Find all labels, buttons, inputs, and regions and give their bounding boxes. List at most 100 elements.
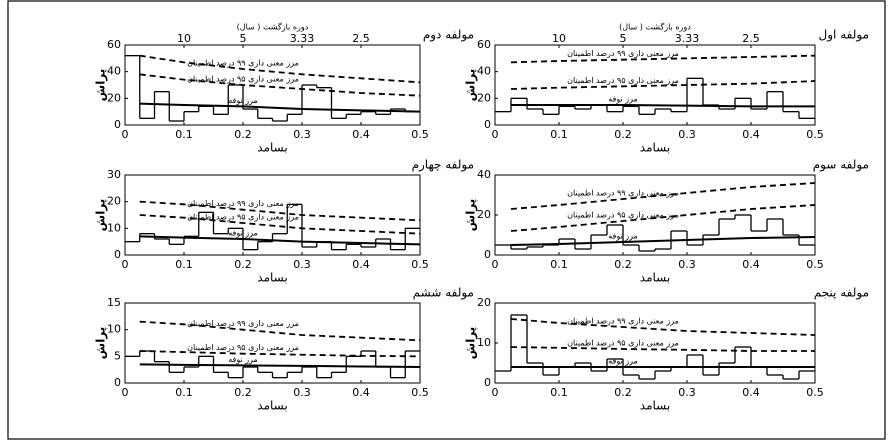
y-tick-label: 0: [114, 248, 121, 261]
line-label: مرز معنی داری ۹۹ درصد اطمینان: [187, 199, 299, 208]
x-tick-label: 0.2: [614, 386, 632, 399]
line-label: مرز نوفه: [608, 232, 638, 241]
significance-line: [510, 182, 816, 210]
x-axis-label: بسامد: [640, 399, 670, 413]
x-tick-label: 0.2: [614, 258, 632, 271]
significance-line: [510, 54, 816, 64]
x-tick-label: 0: [122, 258, 129, 271]
x-tick-label: 0.3: [678, 128, 696, 141]
plot-frame: [124, 44, 421, 126]
line-label: مرز معنی داری ۹۹ درصد اطمینان: [187, 59, 299, 68]
plot-frame: [124, 302, 421, 384]
x-axis-label: بسامد: [640, 141, 670, 155]
x-axis-label: بسامد: [257, 141, 287, 155]
noise-line: [139, 235, 421, 246]
y-tick-label: 0: [114, 118, 121, 131]
line-label: مرز معنی داری ۹۵ درصد اطمینان: [567, 339, 679, 348]
y-tick-label: 40: [477, 65, 491, 78]
y-tick-label: 40: [477, 168, 491, 181]
line-label: مرز معنی داری ۹۵ درصد اطمینان: [567, 211, 679, 220]
x-tick-label: 0.5: [806, 386, 824, 399]
significance-line: [139, 350, 421, 358]
x-tick-label: 0.2: [234, 258, 252, 271]
significance-line: [139, 54, 421, 84]
y-tick-label: 20: [107, 195, 121, 208]
x-tick-label: 0.5: [806, 128, 824, 141]
x-axis-label: بسامد: [257, 399, 287, 413]
x2-tick-label: 10: [552, 32, 566, 45]
panel-title: مولفه دوم: [423, 28, 474, 43]
y-axis-label: پراش: [94, 327, 108, 360]
x-tick-label: 0.5: [411, 258, 429, 271]
noise-line: [511, 104, 815, 108]
significance-line: [510, 346, 815, 352]
x-tick-label: 0.4: [352, 128, 370, 141]
panel-title: مولفه سوم: [813, 158, 869, 173]
line-label: مرز معنی داری ۹۹ درصد اطمینان: [187, 319, 299, 328]
y-tick-label: 0: [484, 118, 491, 131]
y-tick-label: 60: [477, 38, 491, 51]
y-tick-label: 40: [107, 65, 121, 78]
y-tick-label: 20: [107, 91, 121, 104]
x-tick-label: 0.3: [293, 386, 311, 399]
significance-line: [139, 200, 421, 222]
x-tick-label: 0.1: [175, 258, 193, 271]
x2-tick-label: 2.5: [742, 32, 760, 45]
line-label: مرز نوفه: [228, 355, 258, 364]
y-tick-label: 20: [477, 208, 491, 221]
plot-frame: [124, 174, 421, 256]
x-tick-label: 0.3: [293, 258, 311, 271]
panel-title: مولفه چهارم: [412, 158, 474, 173]
significance-line: [139, 73, 421, 97]
x-tick-label: 0.1: [550, 386, 568, 399]
line-label: مرز معنی داری ۹۵ درصد اطمینان: [187, 213, 299, 222]
y-tick-label: 0: [114, 376, 121, 389]
y-tick-label: 60: [107, 38, 121, 51]
x-tick-label: 0.1: [175, 386, 193, 399]
line-label: مرز معنی داری ۹۵ درصد اطمینان: [567, 76, 679, 85]
y-axis-label: پراش: [464, 199, 478, 232]
y-tick-label: 20: [477, 91, 491, 104]
x-tick-label: 0.1: [550, 128, 568, 141]
x-tick-label: 0: [492, 386, 499, 399]
x-tick-label: 0.3: [678, 386, 696, 399]
x2-tick-label: 10: [177, 32, 191, 45]
y-tick-label: 20: [477, 296, 491, 309]
line-label: مرز معنی داری ۹۵ درصد اطمینان: [187, 343, 299, 352]
y-axis-label: پراش: [94, 69, 108, 102]
y-tick-label: 5: [114, 349, 121, 362]
x-tick-label: 0.4: [352, 386, 370, 399]
panel-title: مولفه ششم: [413, 286, 474, 301]
x-tick-label: 0.5: [411, 128, 429, 141]
x-tick-label: 0: [492, 258, 499, 271]
x2-axis-label: دوره بازگشت ( سال): [237, 22, 309, 32]
x-tick-label: 0.4: [742, 386, 760, 399]
x2-tick-label: 5: [620, 32, 627, 45]
y-tick-label: 10: [477, 336, 491, 349]
x-tick-label: 0: [122, 386, 129, 399]
x-tick-label: 0.1: [175, 128, 193, 141]
line-label: مرز معنی داری ۹۹ درصد اطمینان: [567, 317, 679, 326]
significance-line: [510, 204, 816, 232]
x-tick-label: 0.4: [352, 258, 370, 271]
x-tick-label: 0.1: [550, 258, 568, 271]
panel-title: مولفه پنجم: [814, 286, 869, 301]
y-tick-label: 30: [107, 168, 121, 181]
x-axis-label: بسامد: [640, 271, 670, 285]
noise-line: [139, 363, 421, 368]
significance-line: [510, 318, 816, 336]
y-axis-label: پراش: [94, 199, 108, 232]
y-tick-label: 0: [484, 248, 491, 261]
x-tick-label: 0.4: [742, 128, 760, 141]
line-label: مرز معنی داری ۹۹ درصد اطمینان: [567, 189, 679, 198]
noise-line: [139, 102, 421, 113]
noise-line: [510, 236, 816, 246]
y-tick-label: 10: [107, 323, 121, 336]
line-label: مرز معنی داری ۹۵ درصد اطمینان: [187, 75, 299, 84]
x-tick-label: 0.3: [678, 258, 696, 271]
y-axis-label: پراش: [464, 327, 478, 360]
significance-line: [139, 214, 421, 235]
x-tick-label: 0: [122, 128, 129, 141]
x-tick-label: 0.4: [742, 258, 760, 271]
